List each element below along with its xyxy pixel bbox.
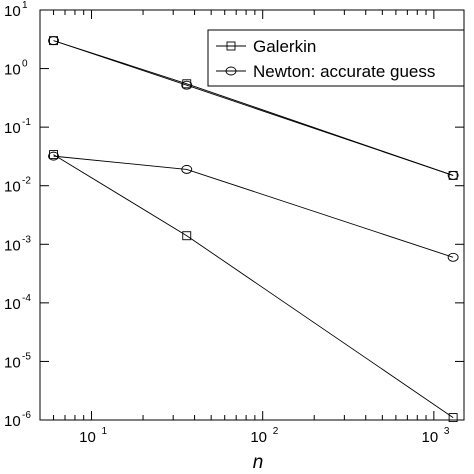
legend-label: Galerkin bbox=[253, 37, 316, 56]
series-line bbox=[53, 155, 454, 258]
circle-marker bbox=[48, 151, 60, 161]
y-tick-label: 10 bbox=[4, 3, 21, 20]
circle-marker bbox=[225, 66, 237, 76]
x-axis-title: n bbox=[253, 452, 264, 473]
plot-content bbox=[48, 36, 459, 423]
series-3 bbox=[49, 150, 458, 423]
ticks: 10 1 10 2 10 310 -610 -510 -410 -310 -210 -110 010 1 bbox=[4, 0, 464, 446]
legend: Galerkin Newton: accurate guess bbox=[207, 29, 465, 87]
square-marker bbox=[49, 150, 59, 160]
x-tick-exponent: 3 bbox=[444, 426, 450, 437]
y-tick-label: 10 bbox=[4, 62, 21, 79]
x-tick-exponent: 1 bbox=[102, 426, 108, 437]
series-4 bbox=[48, 151, 459, 262]
y-tick-exponent: -1 bbox=[22, 117, 31, 128]
square-marker bbox=[448, 413, 458, 423]
legend-box bbox=[207, 29, 465, 87]
series-line bbox=[53, 154, 454, 418]
y-tick-label: 10 bbox=[4, 237, 21, 254]
series-line bbox=[53, 40, 454, 176]
y-tick-label: 10 bbox=[4, 120, 21, 137]
circle-marker bbox=[447, 170, 459, 180]
circle-marker bbox=[447, 252, 459, 262]
y-tick-exponent: 0 bbox=[22, 59, 28, 70]
y-tick-exponent: 1 bbox=[22, 0, 28, 11]
square-marker bbox=[182, 231, 192, 241]
x-tick-exponent: 2 bbox=[273, 426, 279, 437]
y-tick-exponent: -3 bbox=[22, 234, 31, 245]
plot-frame bbox=[39, 9, 465, 421]
square-marker bbox=[49, 36, 59, 46]
circle-marker bbox=[181, 80, 193, 90]
x-tick-label: 10 bbox=[79, 429, 96, 446]
x-tick-label: 10 bbox=[250, 429, 267, 446]
y-tick-label: 10 bbox=[4, 413, 21, 430]
axes bbox=[39, 9, 465, 421]
square-marker bbox=[226, 41, 236, 51]
y-tick-label: 10 bbox=[4, 354, 21, 371]
y-tick-exponent: -4 bbox=[22, 293, 31, 304]
y-tick-exponent: -2 bbox=[22, 176, 31, 187]
y-tick-exponent: -6 bbox=[22, 410, 31, 421]
y-tick-exponent: -5 bbox=[22, 351, 31, 362]
y-tick-label: 10 bbox=[4, 296, 21, 313]
series-line bbox=[53, 40, 454, 176]
circle-marker bbox=[48, 36, 60, 46]
circle-marker bbox=[181, 164, 193, 174]
series-2 bbox=[48, 36, 459, 180]
x-tick-label: 10 bbox=[422, 429, 439, 446]
y-tick-label: 10 bbox=[4, 179, 21, 196]
legend-label: Newton: accurate guess bbox=[253, 62, 435, 81]
